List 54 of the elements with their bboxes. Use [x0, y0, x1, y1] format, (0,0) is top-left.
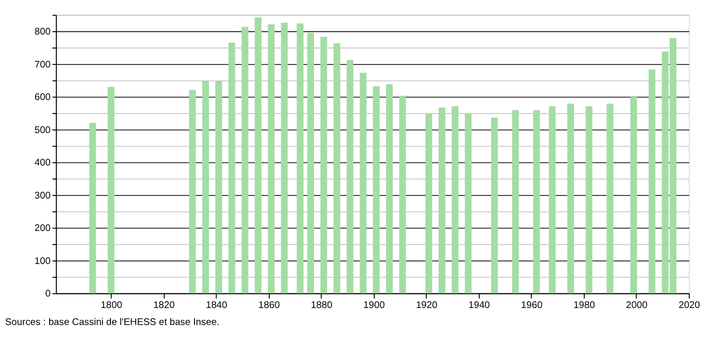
bar [346, 60, 354, 294]
bar [512, 110, 519, 294]
x-tick-label: 1840 [206, 300, 228, 312]
y-tick-label: 300 [34, 190, 51, 202]
x-tick-label: 1800 [100, 300, 122, 312]
y-tick-label: 500 [34, 124, 51, 136]
x-tick-label: 1860 [258, 300, 280, 312]
x-tick-label: 1900 [363, 300, 385, 312]
bar [548, 106, 556, 294]
bar [108, 86, 114, 294]
y-tick-label: 400 [34, 158, 51, 169]
bar [452, 106, 458, 294]
bar [296, 23, 304, 294]
x-tick-label: 1880 [310, 300, 332, 312]
bar [386, 84, 393, 294]
bar [320, 36, 328, 294]
x-tick-label: 1940 [468, 300, 490, 312]
bar [307, 32, 314, 294]
bar [491, 118, 498, 294]
bar [228, 42, 236, 294]
bar [202, 80, 209, 294]
bar [280, 22, 288, 294]
bar [630, 97, 638, 294]
bar [360, 72, 367, 294]
bar [606, 104, 614, 294]
bar [254, 17, 262, 294]
source-note: Sources : base Cassini de l'EHESS et base Insee. [5, 317, 220, 328]
x-tick-label: 1980 [574, 300, 595, 312]
y-tick-label: 100 [34, 256, 51, 267]
x-tick-label: 1820 [153, 300, 175, 312]
bar [242, 26, 248, 294]
bar [334, 43, 340, 294]
bar [586, 106, 592, 294]
bar [215, 80, 222, 294]
bar [372, 86, 380, 294]
bar [533, 110, 540, 294]
x-tick-label: 2000 [626, 300, 648, 312]
y-tick-label: 800 [34, 26, 51, 38]
bar [89, 122, 96, 294]
y-tick-label: 700 [34, 59, 51, 70]
y-tick-label: 600 [34, 92, 51, 104]
y-tick-label: 0 [45, 288, 51, 300]
bar [399, 96, 406, 294]
bar [648, 70, 656, 294]
bar [189, 90, 196, 294]
bar [268, 24, 275, 294]
x-tick-label: 1960 [521, 300, 542, 312]
y-tick-label: 200 [34, 223, 51, 234]
x-tick-label: 1920 [416, 300, 438, 312]
bar [425, 113, 432, 294]
bar [567, 104, 574, 294]
x-tick-label: 2020 [678, 300, 700, 312]
bar [438, 108, 446, 294]
bar [464, 113, 472, 294]
